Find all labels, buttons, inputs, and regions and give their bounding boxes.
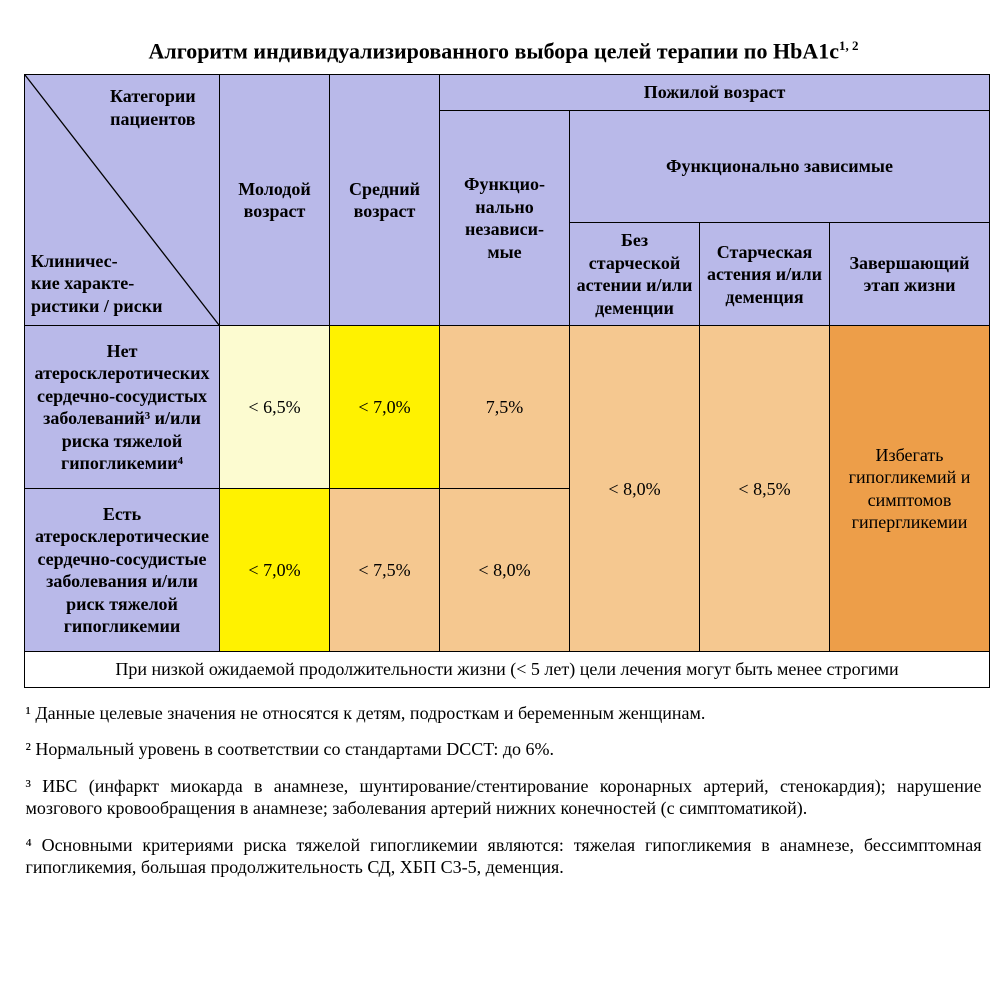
col-elderly: Пожилой возраст — [440, 75, 990, 111]
diag-top-label: Категории пациентов — [95, 85, 211, 130]
col-no-asthenia: Без старческой астении и/или деменции — [570, 223, 700, 326]
data-row-1: Нет атеросклеротических сердечно-сосудис… — [25, 326, 990, 489]
col-middle: Средний возраст — [330, 75, 440, 326]
col-asthenia: Старческая астения и/или деменция — [700, 223, 830, 326]
col-func-indep: Функцио-нально независи-мые — [440, 110, 570, 326]
footer-row: При низкой ожидаемой продолжительности ж… — [25, 652, 990, 688]
footnotes: ¹ Данные целевые значения не относятся к… — [26, 702, 982, 879]
row1-young: < 6,5% — [220, 326, 330, 489]
algorithm-table: Категории пациентов Клиничес-кие характе… — [24, 74, 990, 688]
footnote-2: ² Нормальный уровень в соответствии со с… — [26, 738, 982, 761]
row1-middle: < 7,0% — [330, 326, 440, 489]
cell-asthenia: < 8,5% — [700, 326, 830, 652]
title-text: Алгоритм индивидуализированного выбора ц… — [149, 38, 839, 63]
col-end-stage: Завершающий этап жизни — [830, 223, 990, 326]
row2-indep: < 8,0% — [440, 489, 570, 652]
row1-indep: 7,5% — [440, 326, 570, 489]
header-row-1: Категории пациентов Клиничес-кие характе… — [25, 75, 990, 111]
footer-cell: При низкой ожидаемой продолжительности ж… — [25, 652, 990, 688]
diag-bottom-label: Клиничес-кие характе-ристики / риски — [31, 250, 177, 318]
cell-no-asthenia: < 8,0% — [570, 326, 700, 652]
footnote-1: ¹ Данные целевые значения не относятся к… — [26, 702, 982, 725]
row2-label: Есть атеросклеротические сердечно-сосуди… — [25, 489, 220, 652]
cell-end-stage: Избегать гипогликемий и симптомов гиперг… — [830, 326, 990, 652]
footnote-3: ³ ИБС (инфаркт миокарда в анамнезе, шунт… — [26, 775, 982, 820]
title-sup: 1, 2 — [839, 38, 859, 53]
row1-label: Нет атеросклеротических сердечно-сосудис… — [25, 326, 220, 489]
footnote-4: ⁴ Основными критериями риска тяжелой гип… — [26, 834, 982, 879]
page-title: Алгоритм индивидуализированного выбора ц… — [24, 38, 983, 64]
col-func-dep: Функционально зависимые — [570, 110, 990, 223]
row2-young: < 7,0% — [220, 489, 330, 652]
diagonal-header-cell: Категории пациентов Клиничес-кие характе… — [25, 75, 220, 326]
row2-middle: < 7,5% — [330, 489, 440, 652]
col-young: Молодой возраст — [220, 75, 330, 326]
